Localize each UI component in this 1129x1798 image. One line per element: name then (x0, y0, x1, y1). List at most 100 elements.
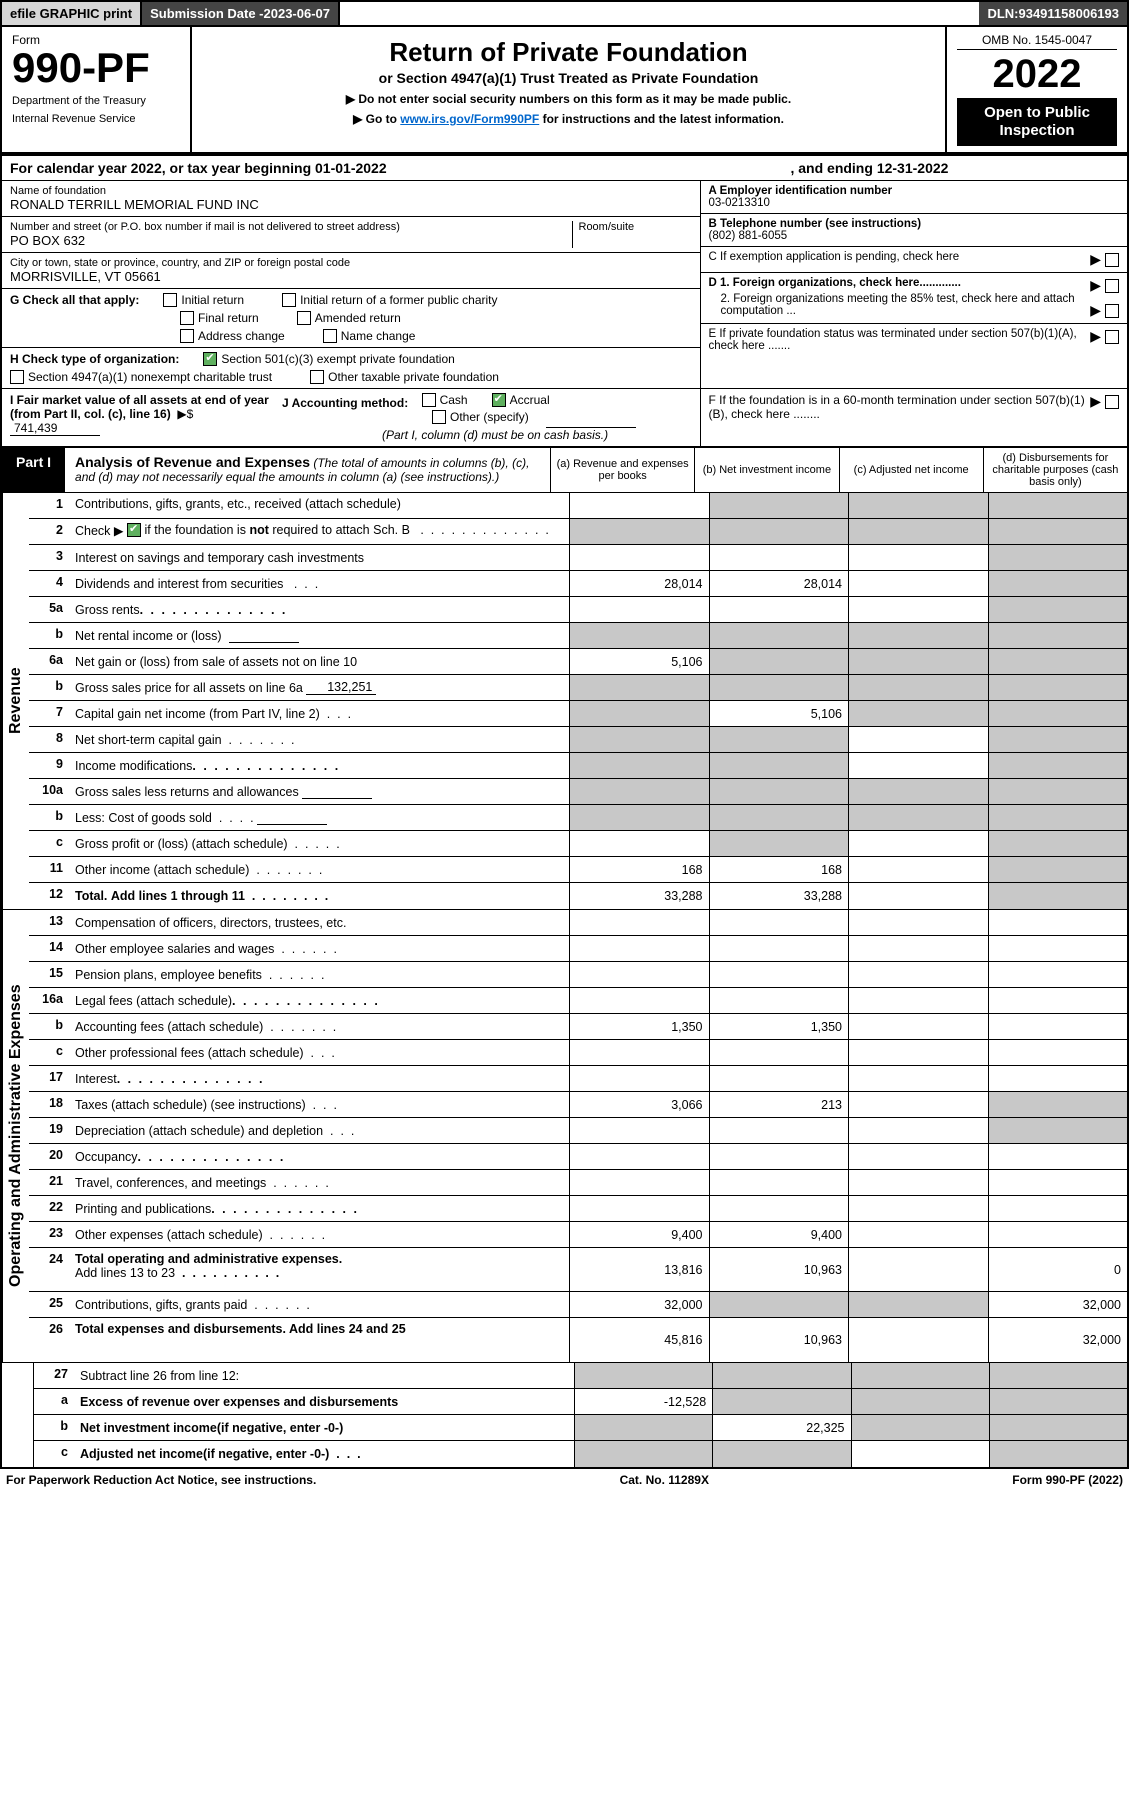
line-6a: 6aNet gain or (loss) from sale of assets… (29, 649, 1127, 675)
cal-end-lbl: , and ending (790, 160, 876, 176)
revenue-side-label: Revenue (2, 493, 29, 909)
chk-name-change[interactable]: Name change (323, 329, 416, 343)
chk-4947[interactable]: Section 4947(a)(1) nonexempt charitable … (10, 370, 272, 384)
top-bar: efile GRAPHIC print Submission Date - 20… (0, 0, 1129, 27)
line-27a: aExcess of revenue over expenses and dis… (34, 1389, 1127, 1415)
addr-row: Number and street (or P.O. box number if… (2, 217, 700, 253)
l18-col-a: 3,066 (569, 1092, 709, 1117)
b-val: (802) 881-6055 (709, 230, 788, 242)
cal-beg-lbl: For calendar year 2022, or tax year begi… (10, 160, 315, 176)
instr-link[interactable]: www.irs.gov/Form990PF (400, 112, 539, 126)
dln-box: DLN: 93491158006193 (979, 2, 1127, 25)
form-subtitle: or Section 4947(a)(1) Trust Treated as P… (202, 70, 935, 86)
chk-d2[interactable] (1105, 304, 1119, 318)
line-12: 12Total. Add lines 1 through 11 . . . . … (29, 883, 1127, 909)
l24-col-b: 10,963 (709, 1248, 849, 1291)
chk-amended[interactable]: Amended return (297, 311, 401, 325)
form-number: 990-PF (12, 47, 180, 89)
l6b-val: 132,251 (306, 680, 376, 695)
b-lbl: B Telephone number (see instructions) (709, 218, 922, 230)
l4-col-b: 28,014 (709, 571, 849, 596)
line-5b: bNet rental income or (loss) (29, 623, 1127, 649)
instr-line-2: ▶ Go to www.irs.gov/Form990PF for instru… (202, 112, 935, 126)
arrow-icon: ▶ (1090, 393, 1101, 410)
entity-left-col: Name of foundation RONALD TERRILL MEMORI… (2, 181, 700, 388)
line-1: 1Contributions, gifts, grants, etc., rec… (29, 493, 1127, 519)
chk-other-method[interactable]: Other (specify) (432, 410, 529, 424)
l26-col-a: 45,816 (569, 1318, 709, 1362)
form-header: Form 990-PF Department of the Treasury I… (0, 27, 1129, 156)
d1-lbl: D 1. Foreign organizations, check here..… (709, 277, 961, 289)
chk-other-taxable[interactable]: Other taxable private foundation (310, 370, 499, 384)
line-20: 20Occupancy (29, 1144, 1127, 1170)
topbar-spacer (340, 2, 979, 25)
part1-label: Part I (2, 448, 65, 492)
name-lbl: Name of foundation (10, 185, 692, 197)
l18-col-b: 213 (709, 1092, 849, 1117)
col-d-head: (d) Disbursements for charitable purpose… (983, 448, 1127, 492)
arrow-icon: ▶ (1090, 251, 1101, 268)
line-27c: cAdjusted net income (if negative, enter… (34, 1441, 1127, 1467)
d-cell: D 1. Foreign organizations, check here..… (701, 273, 1128, 324)
l23-col-a: 9,400 (569, 1222, 709, 1247)
addr-val: PO BOX 632 (10, 233, 572, 248)
line-13: 13Compensation of officers, directors, t… (29, 910, 1127, 936)
l11-col-a: 168 (569, 857, 709, 882)
dln-lbl: DLN: (987, 6, 1018, 21)
ij-row: I Fair market value of all assets at end… (0, 389, 1129, 448)
a-val: 03-0213310 (709, 197, 770, 209)
chk-e[interactable] (1105, 330, 1119, 344)
l16b-col-b: 1,350 (709, 1014, 849, 1039)
chk-d1[interactable] (1105, 279, 1119, 293)
line-11: 11Other income (attach schedule) . . . .… (29, 857, 1127, 883)
col-a-head: (a) Revenue and expenses per books (550, 448, 694, 492)
efile-print-button[interactable]: efile GRAPHIC print (2, 2, 142, 25)
b-cell: B Telephone number (see instructions) (8… (701, 214, 1128, 247)
line-7: 7Capital gain net income (from Part IV, … (29, 701, 1127, 727)
net-section: 27Subtract line 26 from line 12: aExcess… (2, 1363, 1127, 1467)
chk-initial-return[interactable]: Initial return (163, 293, 244, 307)
e-lbl: E If private foundation status was termi… (709, 328, 1083, 352)
form-id-block: Form 990-PF Department of the Treasury I… (2, 27, 192, 152)
subdate-lbl: Submission Date - (150, 6, 263, 21)
dept-irs: Internal Revenue Service (12, 113, 180, 125)
chk-accrual[interactable]: Accrual (492, 393, 550, 407)
l23-col-b: 9,400 (709, 1222, 849, 1247)
line-5a: 5aGross rents (29, 597, 1127, 623)
line-17: 17Interest (29, 1066, 1127, 1092)
line-27b: bNet investment income (if negative, ent… (34, 1415, 1127, 1441)
calendar-year-row: For calendar year 2022, or tax year begi… (0, 156, 1129, 181)
l26-col-b: 10,963 (709, 1318, 849, 1362)
line-22: 22Printing and publications (29, 1196, 1127, 1222)
line-18: 18Taxes (attach schedule) (see instructi… (29, 1092, 1127, 1118)
dept-treasury: Department of the Treasury (12, 95, 180, 107)
footer-right: Form 990-PF (2022) (1012, 1473, 1123, 1487)
page-footer: For Paperwork Reduction Act Notice, see … (0, 1469, 1129, 1491)
line-10a: 10aGross sales less returns and allowanc… (29, 779, 1127, 805)
l24-col-d: 0 (988, 1248, 1128, 1291)
chk-sch-b[interactable] (127, 523, 141, 537)
name-cell: Name of foundation RONALD TERRILL MEMORI… (2, 181, 700, 217)
subdate-val: 2023-06-07 (264, 6, 331, 21)
line-16a: 16aLegal fees (attach schedule) (29, 988, 1127, 1014)
h-lbl: H Check type of organization: (10, 352, 179, 366)
city-val: MORRISVILLE, VT 05661 (10, 269, 692, 284)
chk-501c3[interactable]: Section 501(c)(3) exempt private foundat… (203, 352, 454, 366)
cal-end-val: 12-31-2022 (877, 160, 949, 176)
arrow-icon: ▶ (1090, 277, 1101, 294)
l25-col-d: 32,000 (988, 1292, 1128, 1317)
revenue-section: Revenue 1Contributions, gifts, grants, e… (2, 493, 1127, 910)
chk-initial-former[interactable]: Initial return of a former public charit… (282, 293, 497, 307)
chk-cash[interactable]: Cash (422, 393, 468, 407)
g-row: G Check all that apply: Initial return I… (2, 289, 700, 348)
line-3: 3Interest on savings and temporary cash … (29, 545, 1127, 571)
chk-f[interactable] (1105, 395, 1119, 409)
chk-address-change[interactable]: Address change (180, 329, 285, 343)
line-16c: cOther professional fees (attach schedul… (29, 1040, 1127, 1066)
part1-desc: Analysis of Revenue and Expenses (The to… (65, 448, 550, 492)
line-6b: b Gross sales price for all assets on li… (29, 675, 1127, 701)
l11-col-b: 168 (709, 857, 849, 882)
chk-final-return[interactable]: Final return (180, 311, 259, 325)
chk-c[interactable] (1105, 253, 1119, 267)
city-lbl: City or town, state or province, country… (10, 257, 692, 269)
